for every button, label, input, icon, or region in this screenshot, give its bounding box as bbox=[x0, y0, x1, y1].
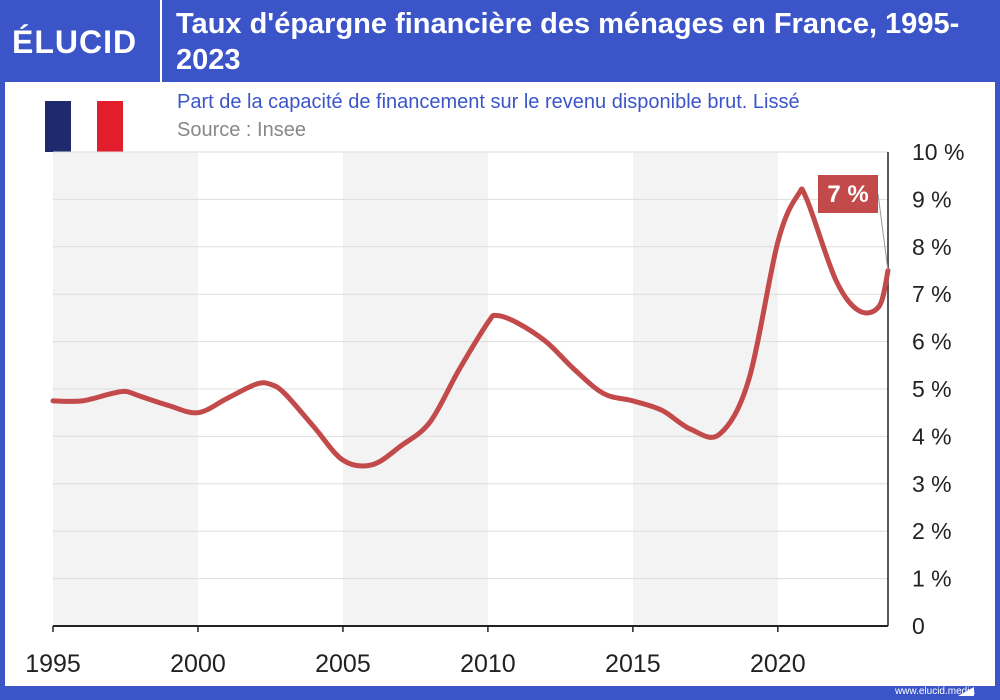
y-tick-label: 3 % bbox=[912, 471, 952, 497]
flag-stripe-red bbox=[97, 101, 123, 152]
x-tick-labels: 1995 2000 2005 2010 2015 2020 bbox=[25, 650, 805, 678]
y-tick-label: 9 % bbox=[912, 186, 952, 212]
x-tick-label: 2010 bbox=[460, 650, 516, 678]
y-tick-label: 8 % bbox=[912, 234, 952, 260]
y-tick-label: 6 % bbox=[912, 329, 952, 355]
header-bar: ÉLUCID Taux d'épargne financière des mén… bbox=[0, 0, 1000, 82]
x-tick-label: 1995 bbox=[25, 650, 81, 678]
y-tick-label: 1 % bbox=[912, 566, 952, 592]
france-flag-icon bbox=[45, 101, 123, 152]
callout-leader bbox=[877, 193, 889, 271]
y-tick-label: 7 % bbox=[912, 281, 952, 307]
header-divider bbox=[160, 0, 162, 82]
series-line bbox=[50, 186, 891, 469]
y-tick-label: 4 % bbox=[912, 423, 952, 449]
callout-box bbox=[818, 175, 878, 213]
flag-stripe-blue bbox=[45, 101, 71, 152]
y-tick-labels: 0 1 % 2 % 3 % 4 % 5 % 6 % 7 % 8 % 9 % 10 % bbox=[912, 139, 964, 639]
footer-url: www.elucid.media bbox=[894, 686, 975, 697]
y-tick-label: 0 bbox=[912, 613, 925, 639]
series-group bbox=[50, 186, 891, 469]
chart-subtitle: Part de la capacité de financement sur l… bbox=[177, 91, 800, 113]
x-tick-label: 2000 bbox=[170, 650, 226, 678]
chart-source: Source : Insee bbox=[177, 119, 306, 141]
flag-stripe-white bbox=[71, 101, 97, 152]
value-callout: 7 % bbox=[818, 175, 889, 271]
x-tick-label: 2020 bbox=[750, 650, 806, 678]
y-tick-label: 5 % bbox=[912, 376, 952, 402]
axes bbox=[52, 152, 889, 632]
chart-title: Taux d'épargne financière des ménages en… bbox=[176, 8, 960, 76]
callout-label: 7 % bbox=[827, 181, 868, 208]
x-tick-label: 2005 bbox=[315, 650, 371, 678]
x-tick-label: 2015 bbox=[605, 650, 661, 678]
elucid-mark-icon bbox=[958, 687, 974, 696]
elucid-logo: ÉLUCID bbox=[12, 24, 138, 60]
y-tick-label: 10 % bbox=[912, 139, 964, 165]
y-tick-label: 2 % bbox=[912, 518, 952, 544]
